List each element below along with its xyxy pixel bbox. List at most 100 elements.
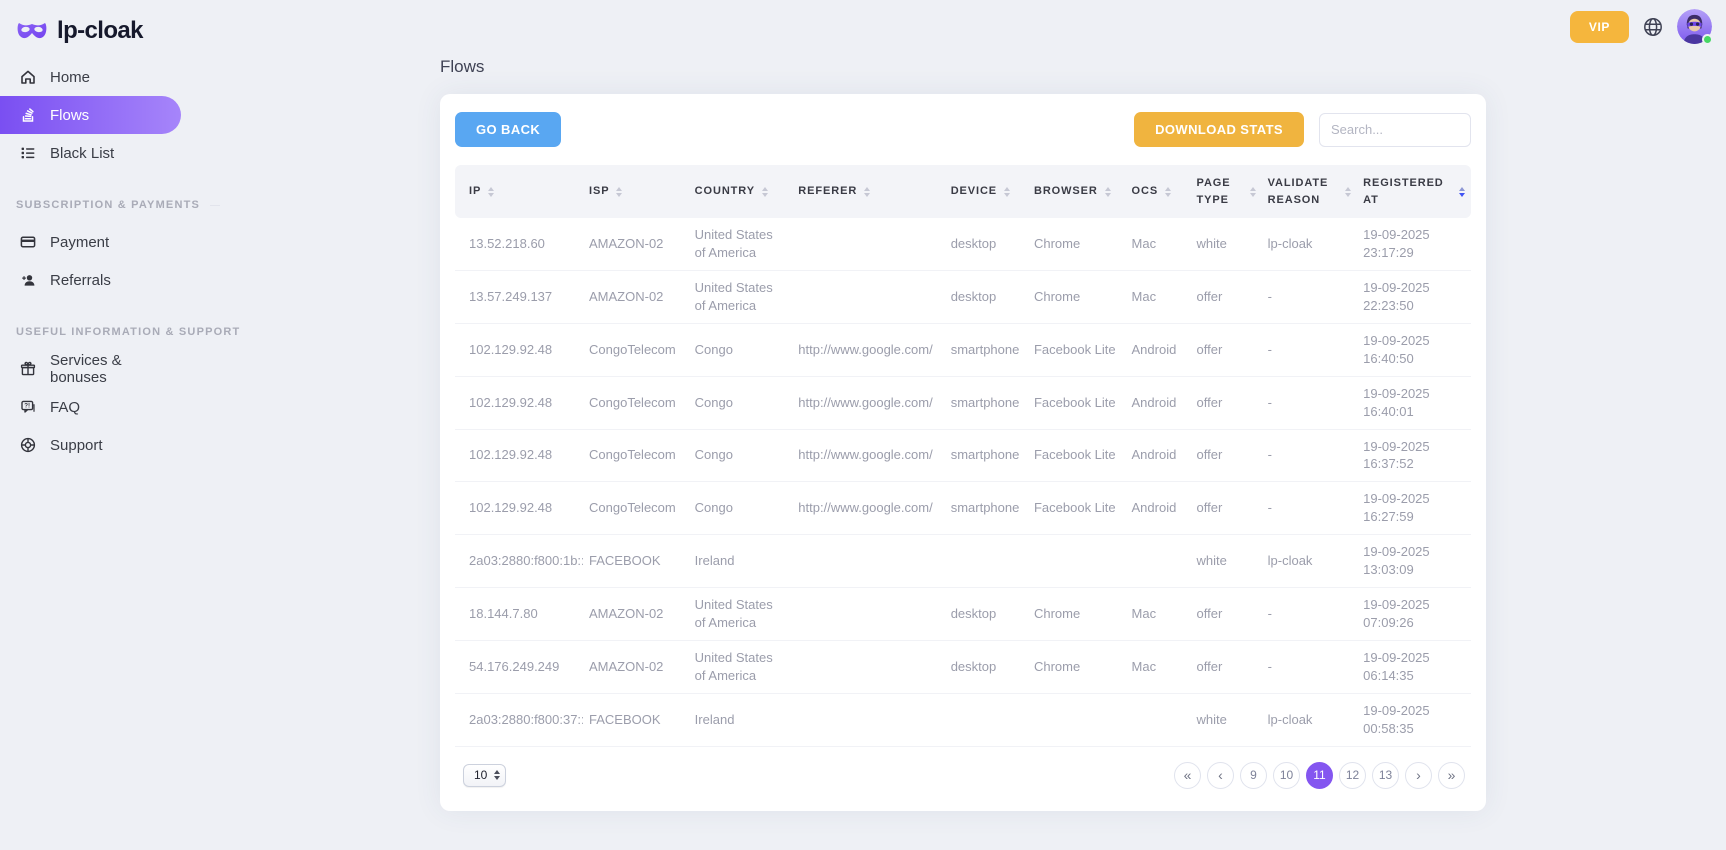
home-icon — [19, 68, 37, 86]
cell-registered-at: 19-09-2025 23:17:29 — [1357, 218, 1471, 271]
prev-page-button[interactable]: ‹ — [1207, 761, 1234, 789]
column-header-registered-at[interactable]: REGISTERED AT — [1357, 165, 1471, 218]
sidebar-item-services-bonuses[interactable]: Services & bonuses — [0, 350, 181, 388]
column-header-browser[interactable]: BROWSER — [1027, 165, 1126, 218]
sidebar-item-flows[interactable]: Flows — [0, 96, 181, 134]
cell-country: United States of America — [688, 640, 793, 694]
column-header-validate-reason[interactable]: VALIDATE REASON — [1261, 165, 1358, 218]
column-header-device[interactable]: DEVICE — [944, 165, 1028, 218]
gift-icon — [19, 360, 37, 378]
column-header-ip[interactable]: IP — [455, 165, 584, 218]
column-label: BROWSER — [1033, 185, 1098, 198]
go-back-button[interactable]: GO BACK — [455, 112, 562, 147]
cell-country: Congo — [688, 323, 793, 377]
cell-referer: http://www.google.com/ — [792, 481, 945, 536]
column-header-country[interactable]: COUNTRY — [688, 165, 793, 218]
column-header-referer[interactable]: REFERER — [792, 165, 945, 218]
cell-isp: CongoTelecom — [583, 429, 689, 483]
list-icon — [19, 144, 37, 162]
cell-referer: http://www.google.com/ — [792, 323, 945, 377]
sort-arrows-icon — [1459, 186, 1465, 197]
cell-browser: Facebook Lite — [1027, 429, 1126, 483]
sidebar-item-label: Home — [50, 68, 91, 86]
cell-ocs: Android — [1125, 323, 1191, 377]
table-row: 102.129.92.48 CongoTelecom Congo http://www… — [455, 323, 1471, 377]
cell-validate-reason: lp-cloak — [1261, 218, 1358, 271]
page-button-10[interactable]: 10 — [1273, 761, 1300, 789]
cell-isp: FACEBOOK — [583, 693, 689, 747]
last-page-button[interactable]: » — [1438, 761, 1465, 789]
card-footer: 10 «‹ 9 10 11 12 13 ›» — [455, 761, 1471, 789]
cell-validate-reason: - — [1261, 587, 1358, 641]
column-label: REGISTERED AT — [1363, 177, 1444, 206]
cell-validate-reason: - — [1261, 481, 1358, 536]
sidebar-item-referrals[interactable]: Referrals — [0, 261, 181, 299]
cell-device — [944, 693, 1028, 747]
cell-ocs: Mac — [1125, 270, 1191, 324]
cell-ip: 2a03:2880:f800:37:: — [455, 693, 584, 747]
cell-validate-reason: lp-cloak — [1261, 693, 1358, 747]
cell-isp: FACEBOOK — [583, 534, 689, 589]
globe-icon[interactable] — [1642, 16, 1664, 38]
page-button-12[interactable]: 12 — [1339, 761, 1366, 789]
download-stats-button[interactable]: DOWNLOAD STATS — [1134, 112, 1304, 147]
page-size-select[interactable]: 10 — [463, 763, 507, 787]
lifebuoy-icon — [19, 436, 37, 454]
cell-validate-reason: - — [1261, 640, 1358, 694]
cell-browser: Chrome — [1027, 587, 1126, 641]
online-status-dot — [1702, 34, 1713, 45]
cell-ocs: Mac — [1125, 218, 1191, 271]
cell-ip: 102.129.92.48 — [455, 481, 584, 536]
page-size-value: 10 — [474, 768, 488, 783]
user-avatar[interactable] — [1677, 9, 1713, 45]
page-button-13[interactable]: 13 — [1372, 761, 1399, 789]
cell-page-type: offer — [1190, 481, 1262, 536]
cell-isp: CongoTelecom — [583, 481, 689, 536]
cell-ip: 13.52.218.60 — [455, 218, 584, 271]
cell-ocs — [1125, 534, 1191, 589]
cell-page-type: offer — [1190, 587, 1262, 641]
cell-device: desktop — [944, 640, 1028, 694]
table-row: 54.176.249.249 AMAZON-02 United States of … — [455, 640, 1471, 694]
flows-table: IP ISP COUNTRY REFERER DEVICE BROWSER OCS PAGE … — [455, 165, 1471, 747]
table-row: 13.57.249.137 AMAZON-02 United States of A… — [455, 270, 1471, 324]
add-user-icon — [19, 271, 37, 289]
page-button-11[interactable]: 11 — [1306, 761, 1333, 789]
vip-button[interactable]: VIP — [1569, 10, 1629, 43]
first-page-button[interactable]: « — [1174, 761, 1201, 789]
cell-browser: Chrome — [1027, 640, 1126, 694]
brand-logo[interactable]: lp-cloak — [0, 0, 200, 46]
cell-page-type: offer — [1190, 429, 1262, 483]
cell-device: desktop — [944, 218, 1028, 271]
main-content: Flows GO BACK DOWNLOAD STATS IP ISP COUNTR… — [200, 0, 1726, 850]
page-button-9[interactable]: 9 — [1240, 761, 1267, 789]
cell-country: Congo — [688, 376, 793, 430]
sidebar-item-support[interactable]: Support — [0, 426, 181, 464]
next-page-button[interactable]: › — [1405, 761, 1432, 789]
sidebar-item-payment[interactable]: Payment — [0, 223, 181, 261]
cell-ip: 102.129.92.48 — [455, 429, 584, 483]
column-header-page-type[interactable]: PAGE TYPE — [1190, 165, 1262, 218]
sidebar-item-home[interactable]: Home — [0, 58, 181, 96]
cell-referer — [792, 218, 945, 271]
column-header-isp[interactable]: ISP — [583, 165, 689, 218]
cell-referer — [792, 270, 945, 324]
stack-icon — [19, 106, 37, 124]
page-title: Flows — [440, 57, 485, 76]
svg-text:?!: ?! — [24, 402, 30, 409]
sidebar-item-faq[interactable]: ?! FAQ — [0, 388, 181, 426]
cell-referer — [792, 640, 945, 694]
cell-page-type: white — [1190, 534, 1262, 589]
sidebar-section-title: SUBSCRIPTION & PAYMENTS — [0, 199, 221, 211]
column-header-ocs[interactable]: OCS — [1125, 165, 1191, 218]
cell-device: smartphone — [944, 323, 1028, 377]
cell-page-type: offer — [1190, 270, 1262, 324]
column-label: OCS — [1131, 185, 1159, 198]
sidebar-section-title: USEFUL INFORMATION & SUPPORT — [16, 326, 241, 338]
search-input[interactable] — [1319, 112, 1471, 147]
cell-validate-reason: - — [1261, 429, 1358, 483]
sort-arrows-icon — [488, 186, 495, 197]
sidebar-item-black-list[interactable]: Black List — [0, 134, 181, 172]
credit-card-icon — [19, 233, 37, 251]
sidebar-item-label: Services & bonuses — [50, 352, 122, 386]
